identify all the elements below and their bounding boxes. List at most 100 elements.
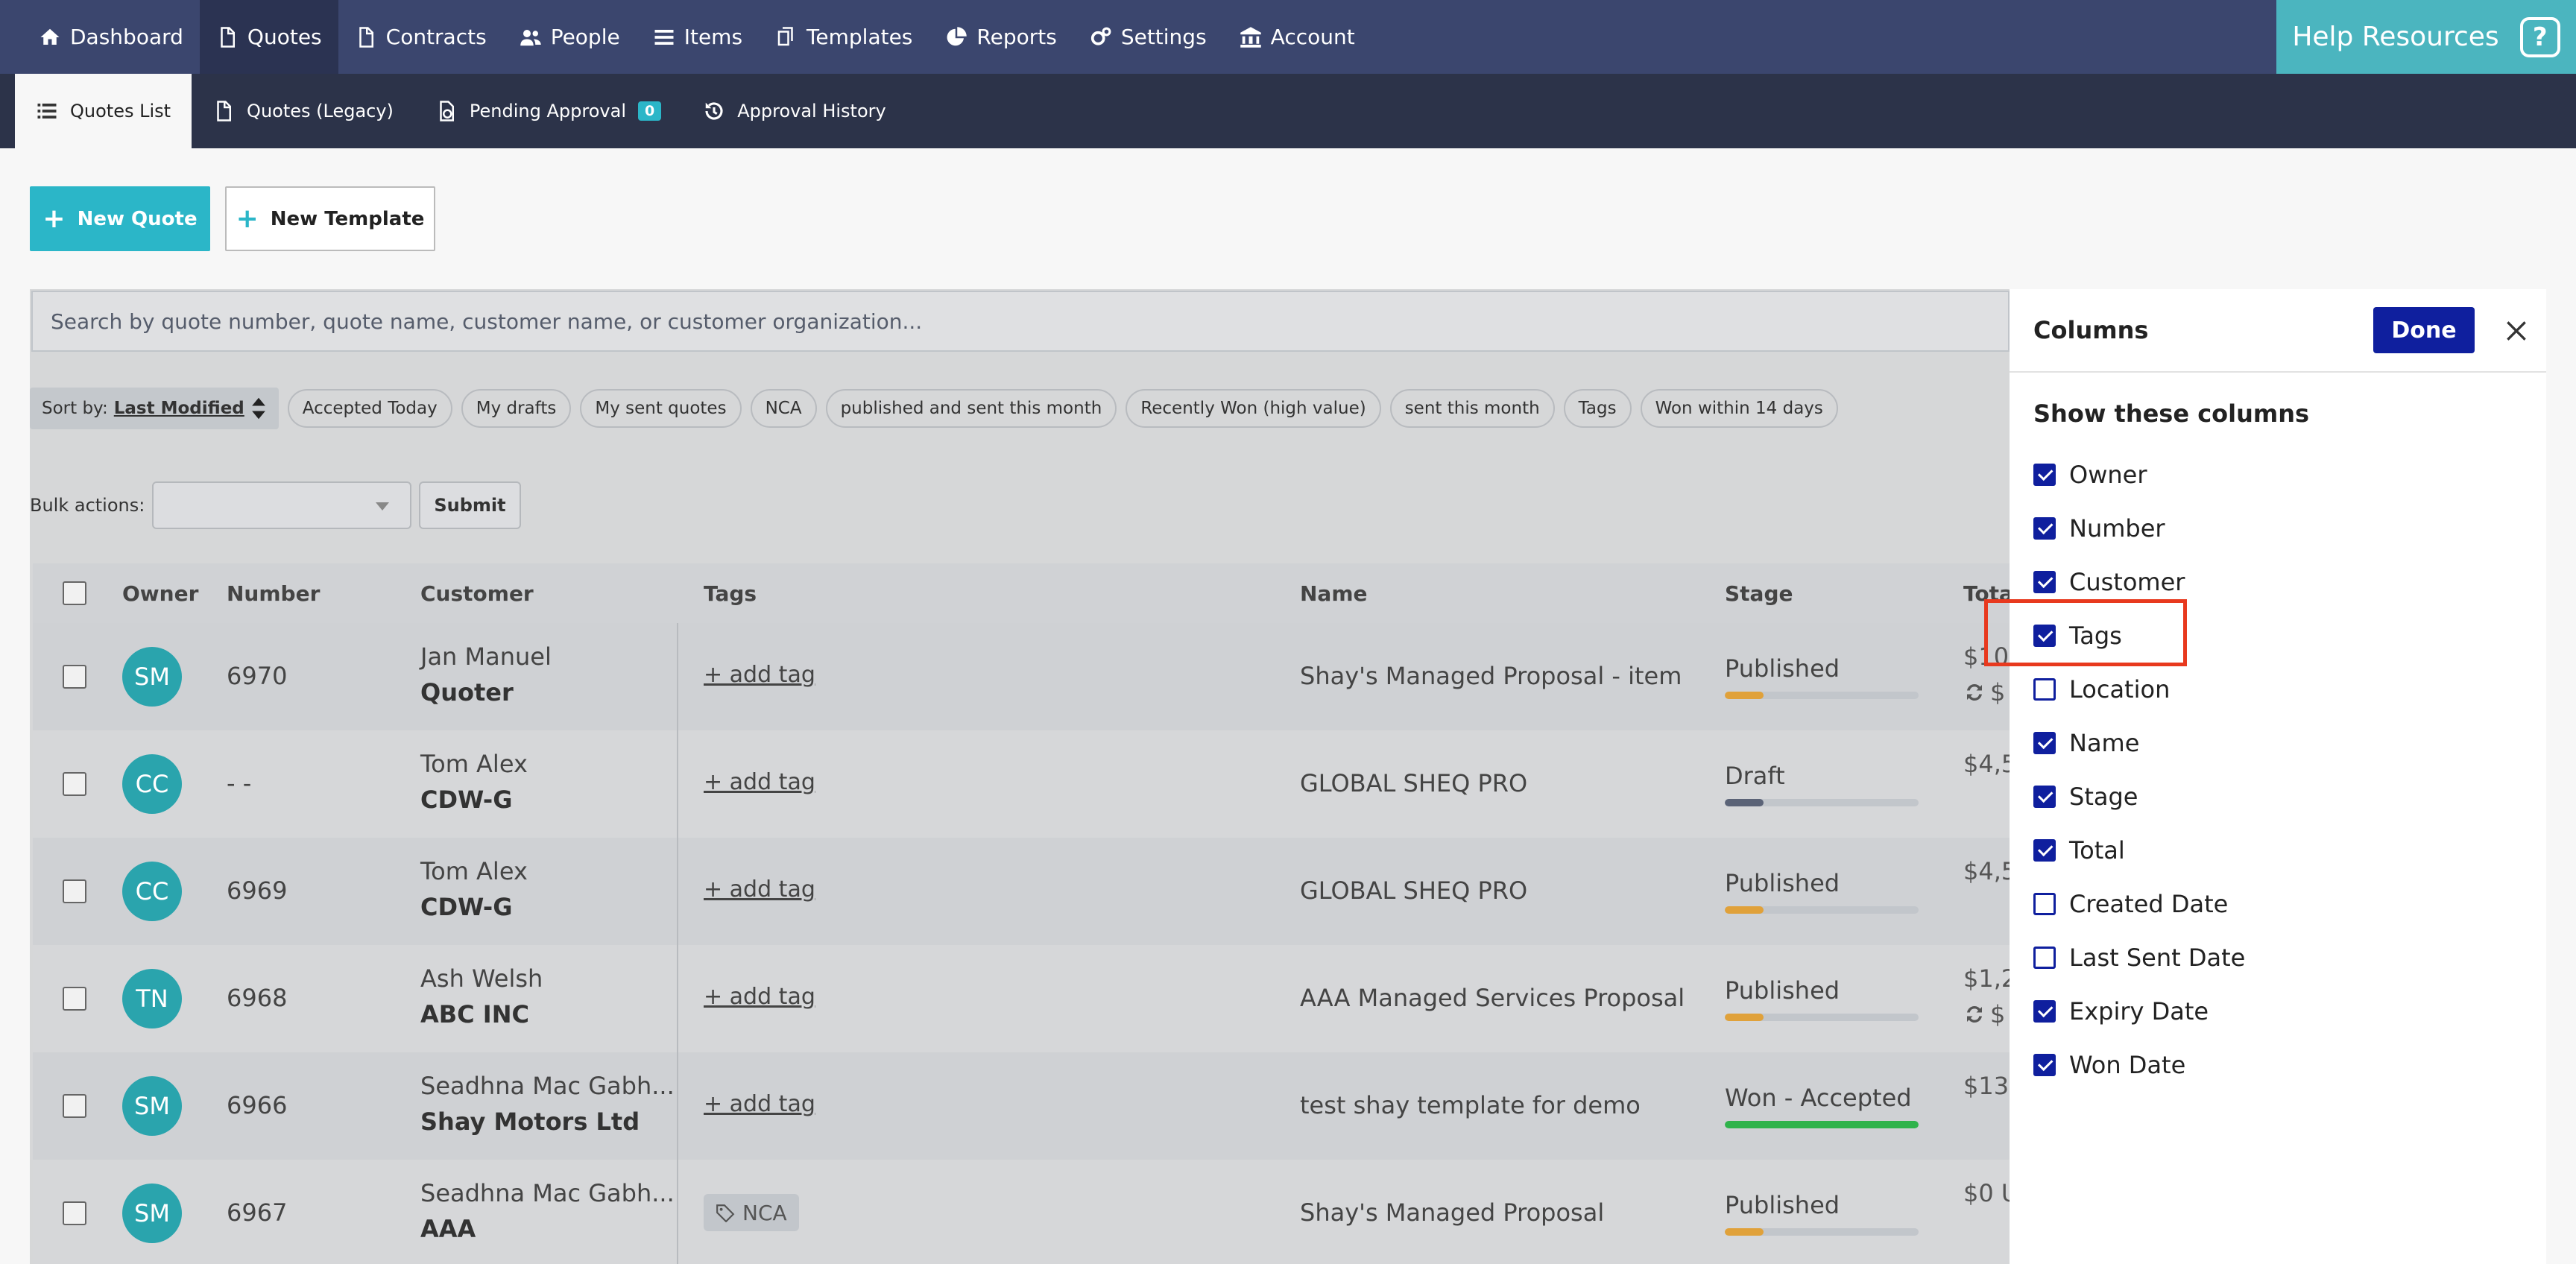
filter-chip[interactable]: Tags — [1563, 389, 1632, 428]
column-option-created-date[interactable]: Created Date — [2033, 890, 2228, 918]
row-checkbox[interactable] — [63, 772, 86, 796]
table-row[interactable]: TN 6968 Ash Welsh ABC INC + add tag AAA Manag… — [33, 945, 2032, 1052]
column-checkbox[interactable] — [2033, 839, 2056, 862]
nav-dashboard[interactable]: Dashboard — [0, 0, 200, 74]
column-option-expiry-date[interactable]: Expiry Date — [2033, 997, 2209, 1026]
quote-name[interactable]: test shay template for demo — [1300, 1091, 1641, 1119]
row-checkbox[interactable] — [63, 879, 86, 903]
quote-name[interactable]: GLOBAL SHEQ PRO — [1300, 769, 1528, 797]
tab-quotes-list[interactable]: Quotes List — [15, 74, 192, 148]
row-checkbox[interactable] — [63, 987, 86, 1011]
tag-chip[interactable]: NCA — [704, 1194, 799, 1231]
nav-templates[interactable]: Templates — [759, 0, 929, 74]
customer-org[interactable]: AAA — [420, 1215, 476, 1243]
tab-quotes-legacy[interactable]: Quotes (Legacy) — [192, 74, 414, 148]
column-option-stage[interactable]: Stage — [2033, 783, 2138, 811]
column-option-location[interactable]: Location — [2033, 675, 2170, 704]
nav-contracts[interactable]: Contracts — [338, 0, 503, 74]
new-template-button[interactable]: + New Template — [225, 186, 435, 251]
column-checkbox[interactable] — [2033, 1054, 2056, 1076]
customer-org[interactable]: CDW-G — [420, 893, 513, 921]
filter-chip[interactable]: My drafts — [461, 389, 572, 428]
row-checkbox[interactable] — [63, 1201, 86, 1225]
column-option-owner[interactable]: Owner — [2033, 461, 2147, 489]
column-checkbox[interactable] — [2033, 947, 2056, 969]
nav-reports[interactable]: Reports — [929, 0, 1073, 74]
row-checkbox[interactable] — [63, 1094, 86, 1118]
close-icon[interactable] — [2501, 316, 2531, 346]
tab-approval-history[interactable]: Approval History — [682, 74, 907, 148]
table-row[interactable]: SM 6970 Jan Manuel Quoter + add tag Shay's Ma… — [33, 623, 2032, 730]
customer-org[interactable]: ABC INC — [420, 1000, 529, 1028]
table-row[interactable]: SM 6967 Seadhna Mac Gabh... AAA NCA Shay's Ma… — [33, 1160, 2018, 1264]
nav-items[interactable]: Items — [637, 0, 759, 74]
header-customer[interactable]: Customer — [420, 581, 534, 606]
column-option-last-sent-date[interactable]: Last Sent Date — [2033, 944, 2245, 972]
column-checkbox[interactable] — [2033, 571, 2056, 593]
column-option-customer[interactable]: Customer — [2033, 568, 2185, 596]
column-option-total[interactable]: Total — [2033, 836, 2125, 865]
customer-name[interactable]: Jan Manuel — [420, 642, 552, 671]
column-option-number[interactable]: Number — [2033, 514, 2165, 543]
column-checkbox[interactable] — [2033, 625, 2056, 647]
customer-org[interactable]: CDW-G — [420, 786, 513, 814]
help-resources-button[interactable]: Help Resources ? — [2276, 0, 2576, 74]
filter-chip[interactable]: Accepted Today — [287, 389, 452, 428]
header-owner[interactable]: Owner — [122, 581, 199, 606]
filter-bar: Sort by: Last Modified Accepted Today My… — [30, 388, 1838, 429]
table-row[interactable]: CC 6969 Tom Alex CDW-G + add tag GLOBAL SHEQ … — [33, 838, 2016, 945]
header-number[interactable]: Number — [227, 581, 321, 606]
customer-name[interactable]: Tom Alex — [420, 857, 528, 885]
filter-chip[interactable]: sent this month — [1389, 389, 1555, 428]
bulk-action-select[interactable] — [152, 481, 412, 529]
new-quote-button[interactable]: + New Quote — [30, 186, 210, 251]
filter-chip[interactable]: Recently Won (high value) — [1126, 389, 1381, 428]
customer-org[interactable]: Shay Motors Ltd — [420, 1107, 640, 1136]
done-button[interactable]: Done — [2373, 307, 2475, 353]
add-tag-link[interactable]: + add tag — [704, 769, 815, 795]
column-checkbox[interactable] — [2033, 786, 2056, 808]
table-row[interactable]: CC - - Tom Alex CDW-G + add tag GLOBAL SHEQ P… — [33, 730, 2016, 838]
customer-org[interactable]: Quoter — [420, 678, 514, 707]
filter-chip[interactable]: My sent quotes — [580, 389, 742, 428]
column-checkbox[interactable] — [2033, 517, 2056, 540]
add-tag-link[interactable]: + add tag — [704, 662, 815, 688]
column-option-tags[interactable]: Tags — [2033, 622, 2122, 650]
header-name[interactable]: Name — [1300, 581, 1368, 606]
quote-name[interactable]: Shay's Managed Proposal — [1300, 1198, 1605, 1227]
column-checkbox[interactable] — [2033, 1000, 2056, 1023]
avatar: CC — [122, 754, 182, 814]
customer-name[interactable]: Seadhna Mac Gabh... — [420, 1179, 675, 1207]
nav-quotes[interactable]: Quotes — [199, 0, 338, 74]
column-option-won-date[interactable]: Won Date — [2033, 1051, 2185, 1079]
tab-pending-approval[interactable]: Pending Approval 0 — [414, 74, 682, 148]
table-row[interactable]: SM 6966 Seadhna Mac Gabh... Shay Motors Ltd… — [33, 1052, 2032, 1160]
add-tag-link[interactable]: + add tag — [704, 984, 815, 1010]
header-tags[interactable]: Tags — [704, 581, 757, 606]
filter-chip[interactable]: published and sent this month — [825, 389, 1117, 428]
bulk-submit-button[interactable]: Submit — [419, 481, 521, 529]
nav-account[interactable]: Account — [1223, 0, 1371, 74]
column-checkbox[interactable] — [2033, 464, 2056, 486]
select-all-checkbox[interactable] — [63, 581, 86, 605]
nav-people[interactable]: People — [503, 0, 637, 74]
add-tag-link[interactable]: + add tag — [704, 876, 815, 903]
quote-name[interactable]: GLOBAL SHEQ PRO — [1300, 876, 1528, 905]
column-checkbox[interactable] — [2033, 732, 2056, 754]
header-stage[interactable]: Stage — [1725, 581, 1793, 606]
customer-name[interactable]: Seadhna Mac Gabh... — [420, 1072, 675, 1100]
sort-dropdown[interactable]: Sort by: Last Modified — [30, 388, 279, 429]
customer-name[interactable]: Tom Alex — [420, 750, 528, 778]
customer-name[interactable]: Ash Welsh — [420, 964, 543, 993]
nav-settings[interactable]: Settings — [1073, 0, 1223, 74]
quote-name[interactable]: AAA Managed Services Proposal — [1300, 984, 1685, 1012]
filter-chip[interactable]: Won within 14 days — [1640, 389, 1838, 428]
column-checkbox[interactable] — [2033, 678, 2056, 701]
filter-chip[interactable]: NCA — [750, 389, 817, 428]
search-input[interactable]: Search by quote number, quote name, cust… — [31, 291, 2010, 352]
row-checkbox[interactable] — [63, 665, 86, 689]
column-option-name[interactable]: Name — [2033, 729, 2139, 757]
add-tag-link[interactable]: + add tag — [704, 1091, 815, 1117]
quote-name[interactable]: Shay's Managed Proposal - item — [1300, 662, 1682, 690]
column-checkbox[interactable] — [2033, 893, 2056, 915]
